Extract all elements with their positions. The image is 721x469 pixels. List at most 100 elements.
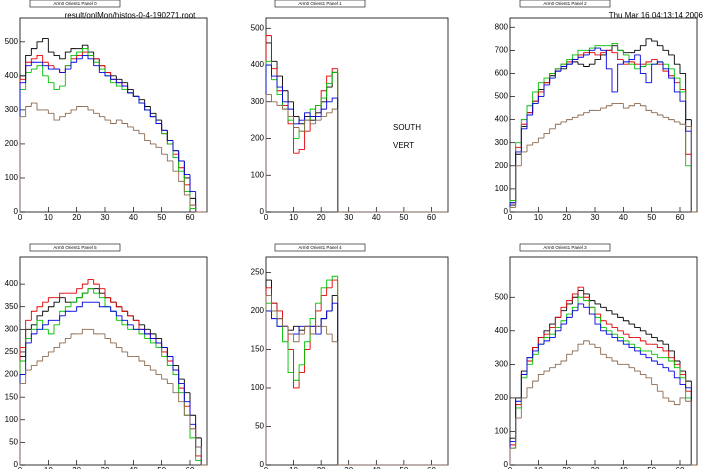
histogram-bin <box>617 52 624 61</box>
histogram-bin <box>53 82 60 90</box>
histogram-bin <box>605 330 612 335</box>
histogram-bin <box>59 342 66 348</box>
histogram-bin <box>320 318 327 335</box>
histogram-bin <box>81 54 88 59</box>
histogram-bin <box>104 333 111 339</box>
histogram-bin <box>276 101 283 106</box>
histogram-bin <box>656 354 663 359</box>
histogram-bin <box>645 73 652 84</box>
panel-title: Arm0 Orient1 Panel 5 <box>53 245 97 250</box>
histogram-bin <box>571 310 578 318</box>
histogram-bin <box>149 365 156 371</box>
histogram-bin <box>656 361 663 365</box>
histogram-bin <box>59 116 66 121</box>
x-tick-label: 30 <box>101 466 110 469</box>
x-tick-label: 60 <box>427 213 436 222</box>
histogram-bin <box>195 205 202 213</box>
histogram-bin <box>560 323 567 331</box>
histogram-bin <box>526 144 533 152</box>
histogram-bin <box>622 317 629 322</box>
histogram-bin <box>25 106 32 117</box>
histogram-bin <box>271 295 278 312</box>
histogram-bin <box>121 347 128 353</box>
histogram-bin <box>639 371 646 375</box>
histogram-bin <box>172 356 179 371</box>
histogram-bin <box>189 415 196 430</box>
histogram-bin <box>617 63 624 92</box>
histogram-bin <box>166 154 173 162</box>
histogram-bin <box>30 61 37 66</box>
histogram-bin <box>639 103 646 107</box>
histogram-bin <box>331 275 338 281</box>
histogram-bin <box>509 447 516 465</box>
histogram-bin <box>121 120 128 124</box>
histogram-bin <box>583 340 590 345</box>
histogram-bin <box>93 58 100 67</box>
histogram-bin <box>543 333 550 338</box>
histogram-bin <box>81 44 88 49</box>
histogram-bin <box>594 45 601 49</box>
y-tick-label: 600 <box>495 69 509 78</box>
x-tick-label: 60 <box>427 466 436 469</box>
histogram-bin <box>583 52 590 55</box>
histogram-bin <box>600 324 607 332</box>
histogram-bin <box>121 82 128 87</box>
histogram-bin <box>53 301 60 307</box>
histogram-bin <box>110 75 117 80</box>
histogram-bin <box>611 334 618 338</box>
histogram-bin <box>42 62 49 67</box>
histogram-bin <box>265 295 272 465</box>
panel-title: Arm0 Orient1 Panel 4 <box>298 245 342 250</box>
x-tick-label: 0 <box>508 213 513 222</box>
histogram-bin <box>149 338 156 344</box>
histogram-bin <box>70 61 77 70</box>
histogram-bin <box>293 116 300 128</box>
histogram-bin <box>600 107 607 111</box>
histogram-bin <box>166 130 173 141</box>
histogram-bin <box>144 103 151 111</box>
histogram-bin <box>189 174 196 193</box>
histogram-bin <box>200 446 207 466</box>
histogram-bin <box>588 340 595 345</box>
y-tick-label: 100 <box>5 415 19 424</box>
histogram-bin <box>326 112 333 117</box>
histogram-bin <box>639 54 646 74</box>
histogram-bin <box>651 377 658 385</box>
histogram-bin <box>634 64 641 70</box>
y-tick-label: 200 <box>5 370 19 379</box>
histogram-bin <box>326 310 333 319</box>
histogram-bin <box>276 310 283 320</box>
histogram-bin <box>98 65 105 73</box>
histogram-bin <box>115 302 122 308</box>
title-box <box>274 243 366 252</box>
histogram-bin <box>161 374 168 380</box>
histogram-bin <box>282 318 289 327</box>
x-tick-label: 40 <box>619 213 628 222</box>
histogram-bin <box>656 41 663 47</box>
histogram-bin <box>690 126 697 213</box>
histogram-bin <box>121 306 128 312</box>
histogram-bin <box>679 121 686 125</box>
histogram-bin <box>59 292 66 298</box>
histogram-bin <box>326 82 333 99</box>
histogram-bin <box>161 123 168 131</box>
x-tick-label: 30 <box>591 466 600 469</box>
histogram-bin <box>138 356 145 362</box>
histogram-bin <box>673 371 680 379</box>
histogram-bin <box>59 55 66 60</box>
histogram-bin <box>265 93 272 212</box>
histogram-bin <box>161 342 168 348</box>
histogram-bin <box>47 306 54 312</box>
histogram-bin <box>628 59 635 62</box>
y-tick-label: 300 <box>251 97 265 106</box>
histogram-bin <box>331 334 338 343</box>
histogram-bin <box>566 353 573 361</box>
x-tick-label: 40 <box>372 213 381 222</box>
histogram-bin <box>309 112 316 117</box>
histogram-bin <box>656 384 663 392</box>
y-tick-label: 0 <box>504 460 509 469</box>
histogram-bin <box>47 297 54 303</box>
histogram-bin <box>189 194 196 206</box>
y-tick-label: 0 <box>14 207 19 216</box>
histogram-bin <box>127 324 134 330</box>
